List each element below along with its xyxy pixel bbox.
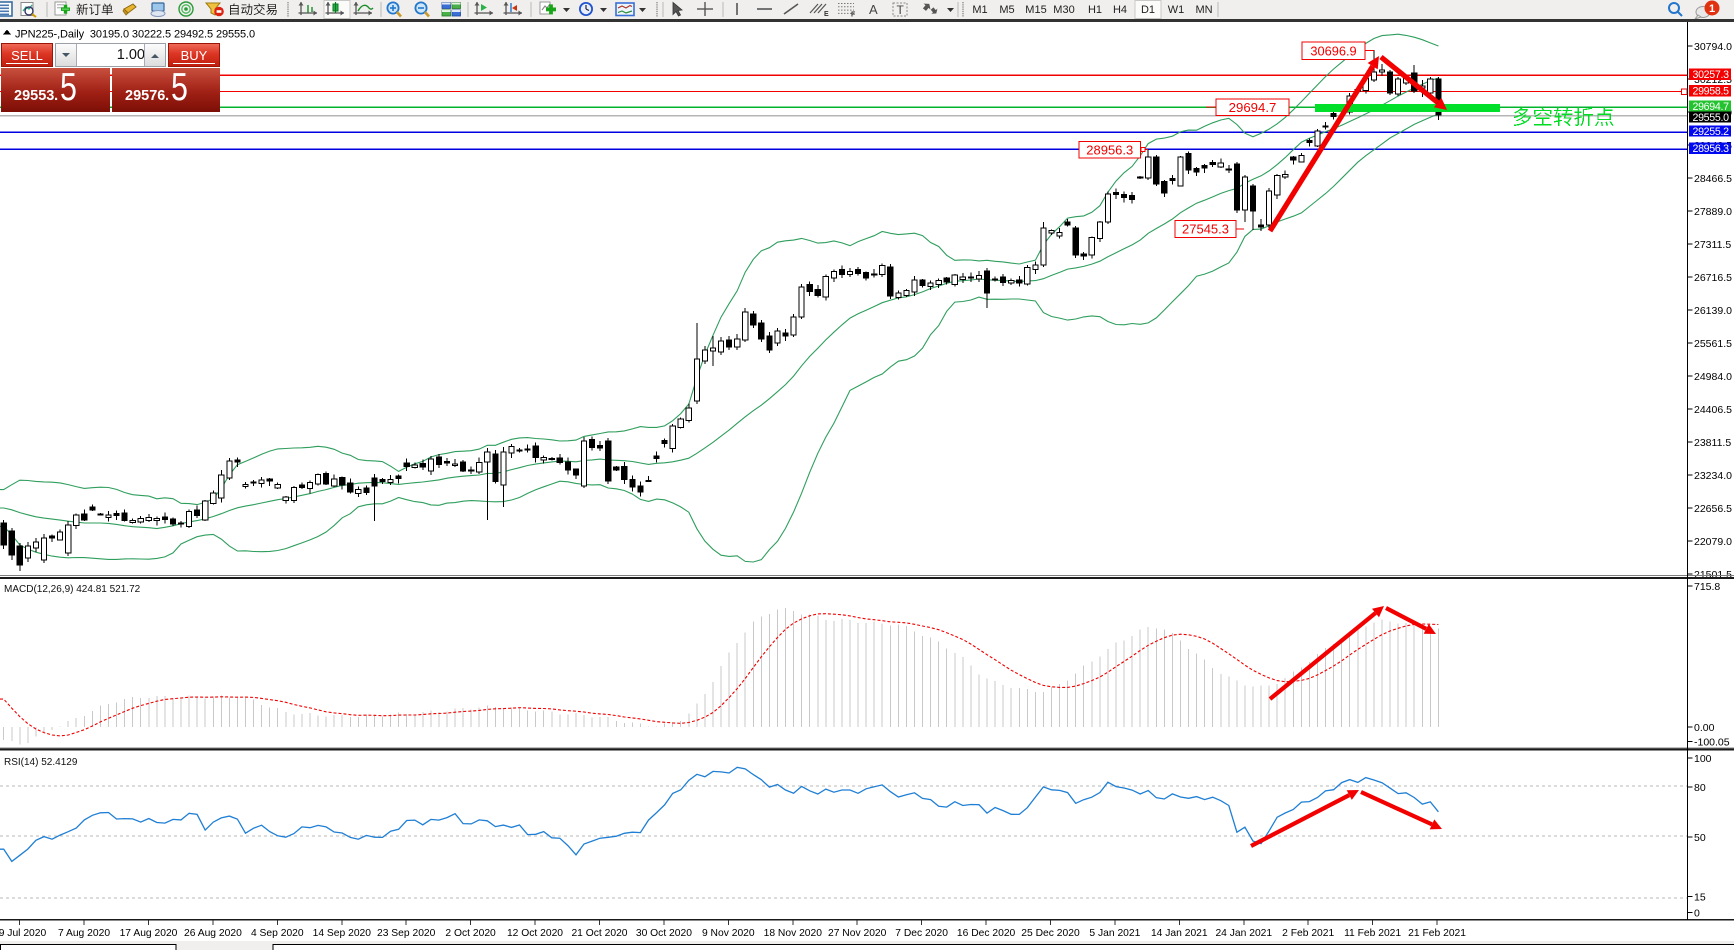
svg-text:0.00: 0.00 xyxy=(1694,722,1715,734)
svg-text:21 Oct 2020: 21 Oct 2020 xyxy=(571,928,627,939)
svg-text:16 Dec 2020: 16 Dec 2020 xyxy=(957,928,1016,939)
svg-text:18 Nov 2020: 18 Nov 2020 xyxy=(764,928,823,939)
svg-text:RSI(14) 52.4129: RSI(14) 52.4129 xyxy=(4,757,78,768)
svg-text:27 Nov 2020: 27 Nov 2020 xyxy=(828,928,887,939)
svg-text:29555.0: 29555.0 xyxy=(1693,112,1730,124)
svg-text:M5: M5 xyxy=(999,4,1014,16)
svg-text:15: 15 xyxy=(1694,892,1706,904)
svg-text:28956.3: 28956.3 xyxy=(1693,143,1730,155)
svg-text:28956.3: 28956.3 xyxy=(1086,142,1133,157)
svg-text:30 Oct 2020: 30 Oct 2020 xyxy=(636,928,692,939)
svg-text:30257.3: 30257.3 xyxy=(1693,69,1730,81)
svg-text:24 Jan 2021: 24 Jan 2021 xyxy=(1215,928,1272,939)
svg-text:29 Jul 2020: 29 Jul 2020 xyxy=(0,928,46,939)
svg-text:22656.5: 22656.5 xyxy=(1694,503,1732,515)
svg-text:24984.0: 24984.0 xyxy=(1694,371,1732,383)
svg-text:23234.0: 23234.0 xyxy=(1694,470,1732,482)
svg-text:MN: MN xyxy=(1195,4,1212,16)
svg-text:M1: M1 xyxy=(972,4,987,16)
svg-text:29958.5: 29958.5 xyxy=(1693,86,1730,98)
svg-text:7 Aug 2020: 7 Aug 2020 xyxy=(58,928,110,939)
svg-text:14 Jan 2021: 14 Jan 2021 xyxy=(1151,928,1208,939)
svg-text:-100.05: -100.05 xyxy=(1694,737,1730,749)
svg-text:0: 0 xyxy=(1694,908,1700,920)
svg-text:29694.7: 29694.7 xyxy=(1693,101,1730,113)
svg-text:F: F xyxy=(851,12,856,19)
svg-text:E: E xyxy=(824,11,829,18)
svg-text:28466.5: 28466.5 xyxy=(1694,173,1732,185)
svg-text:12 Oct 2020: 12 Oct 2020 xyxy=(507,928,563,939)
svg-text:24406.5: 24406.5 xyxy=(1694,404,1732,416)
svg-text:29694.7: 29694.7 xyxy=(1229,100,1277,115)
svg-text:50: 50 xyxy=(1694,832,1706,844)
svg-text:9 Nov 2020: 9 Nov 2020 xyxy=(702,928,755,939)
svg-text:M30: M30 xyxy=(1053,4,1074,16)
svg-text:27311.5: 27311.5 xyxy=(1694,239,1731,251)
svg-text:1: 1 xyxy=(1709,3,1715,15)
svg-text:25 Dec 2020: 25 Dec 2020 xyxy=(1021,928,1080,939)
svg-text:14 Sep 2020: 14 Sep 2020 xyxy=(313,928,372,939)
svg-text:2 Feb 2021: 2 Feb 2021 xyxy=(1282,928,1334,939)
svg-text:M15: M15 xyxy=(1025,4,1046,16)
svg-text:2 Oct 2020: 2 Oct 2020 xyxy=(445,928,496,939)
svg-text:30696.9: 30696.9 xyxy=(1310,43,1356,58)
svg-text:T: T xyxy=(897,3,905,17)
svg-text:27889.0: 27889.0 xyxy=(1694,206,1732,218)
svg-text:A: A xyxy=(869,2,878,17)
svg-text:JPN225-,Daily 30195.0 30222.5: JPN225-,Daily 30195.0 30222.5 29492.5 29… xyxy=(15,29,255,41)
svg-text:27545.3: 27545.3 xyxy=(1182,222,1229,237)
svg-text:25561.5: 25561.5 xyxy=(1694,338,1732,350)
svg-text:7 Dec 2020: 7 Dec 2020 xyxy=(895,928,948,939)
svg-text:26 Aug 2020: 26 Aug 2020 xyxy=(184,928,242,939)
svg-text:29255.2: 29255.2 xyxy=(1693,126,1730,138)
svg-text:26716.5: 26716.5 xyxy=(1694,272,1732,284)
svg-text:H4: H4 xyxy=(1113,4,1127,16)
svg-text:17 Aug 2020: 17 Aug 2020 xyxy=(120,928,178,939)
svg-text:H1: H1 xyxy=(1088,4,1102,16)
svg-text:100: 100 xyxy=(1694,753,1712,765)
svg-text:D1: D1 xyxy=(1141,4,1155,16)
svg-text:715.8: 715.8 xyxy=(1694,581,1720,593)
svg-text:21 Feb 2021: 21 Feb 2021 xyxy=(1408,928,1466,939)
svg-text:11 Feb 2021: 11 Feb 2021 xyxy=(1344,928,1401,939)
svg-text:80: 80 xyxy=(1694,782,1706,794)
svg-text:23811.5: 23811.5 xyxy=(1694,437,1731,449)
svg-text:30794.0: 30794.0 xyxy=(1694,41,1732,53)
svg-text:4 Sep 2020: 4 Sep 2020 xyxy=(251,928,304,939)
svg-text:W1: W1 xyxy=(1168,4,1185,16)
svg-text:22079.0: 22079.0 xyxy=(1694,536,1732,548)
svg-text:MACD(12,26,9) 424.81 521.72: MACD(12,26,9) 424.81 521.72 xyxy=(4,584,141,595)
svg-text:23 Sep 2020: 23 Sep 2020 xyxy=(377,928,436,939)
svg-text:26139.0: 26139.0 xyxy=(1694,305,1732,317)
svg-text:5 Jan 2021: 5 Jan 2021 xyxy=(1089,928,1140,939)
